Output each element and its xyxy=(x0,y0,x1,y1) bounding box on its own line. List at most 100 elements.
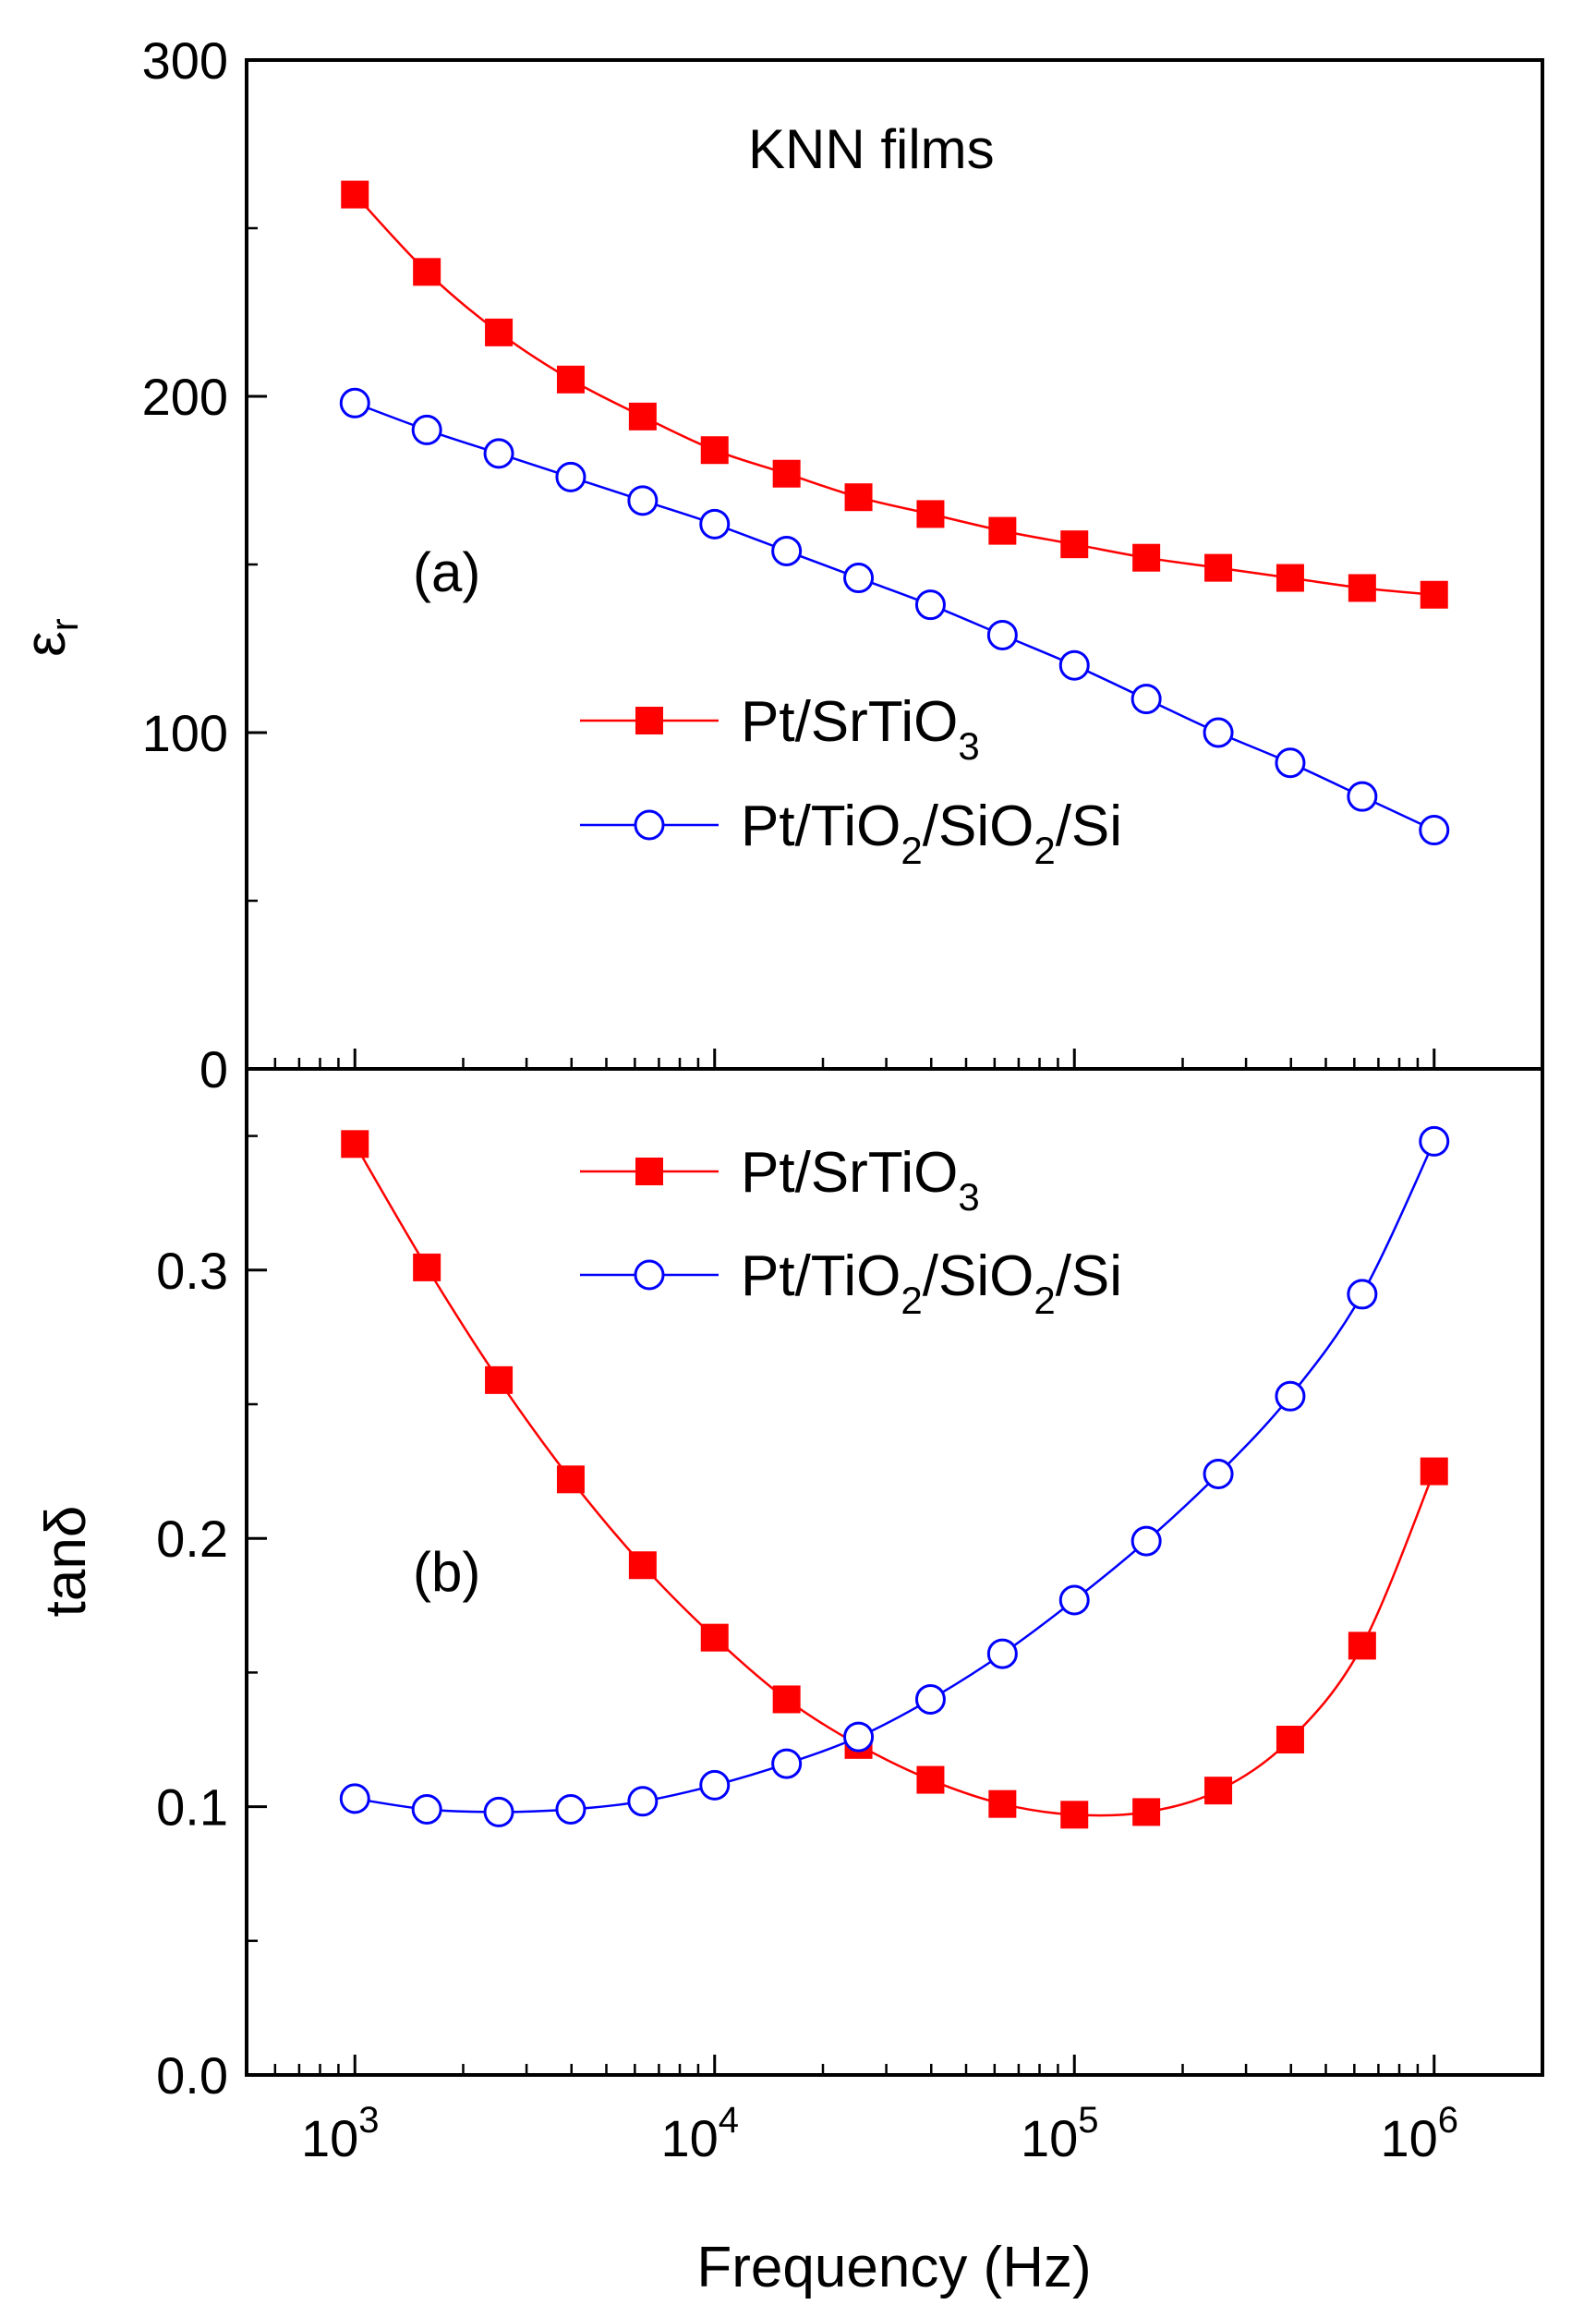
x-tick-label: 104 xyxy=(660,2100,739,2167)
legend-b-label-2-p0: Pt/TiO xyxy=(741,1244,901,1308)
data-point-circle xyxy=(699,508,731,540)
x-tick-label: 106 xyxy=(1380,2100,1458,2167)
data-point-square xyxy=(341,180,369,209)
legend-b-label-1-sub: 3 xyxy=(958,1175,979,1219)
data-point-circle xyxy=(1130,684,1162,715)
legend-a-label-1-main: Pt/SrTiO xyxy=(741,690,958,754)
panel-a-ylabel-main: ε xyxy=(14,631,78,657)
data-point-circle xyxy=(986,1638,1018,1669)
data-point-square xyxy=(628,1551,657,1580)
data-point-square xyxy=(1420,580,1448,609)
data-point-square xyxy=(700,436,729,465)
x-tick-base: 10 xyxy=(660,2109,718,2167)
data-point-square xyxy=(916,500,945,528)
data-point-circle xyxy=(843,563,875,594)
data-point-square xyxy=(628,402,657,431)
series-line-2 xyxy=(354,402,1435,831)
data-point-circle xyxy=(411,1794,442,1826)
data-point-square xyxy=(556,365,585,394)
legend-b-marker-2 xyxy=(634,1259,665,1291)
data-point-square xyxy=(772,459,801,488)
data-point-square xyxy=(916,1765,945,1794)
data-point-square xyxy=(772,1685,801,1714)
data-point-square xyxy=(1276,564,1304,592)
data-point-circle xyxy=(339,387,370,419)
y-tick-label: 100 xyxy=(142,704,228,762)
legend-b-label-2-p2: /SiO xyxy=(923,1244,1034,1308)
panel-a-ylabel: εr xyxy=(14,618,86,657)
data-point-circle xyxy=(339,1783,370,1814)
data-point-circle xyxy=(411,414,442,445)
data-point-square xyxy=(413,258,441,286)
legend-b-label-2: Pt/TiO2/SiO2/Si xyxy=(741,1244,1122,1322)
data-point-circle xyxy=(1275,747,1306,779)
x-tick-base: 10 xyxy=(1021,2109,1078,2167)
panel-a-annotation: (a) xyxy=(413,541,480,603)
y-tick-label: 0.1 xyxy=(156,1778,228,1837)
data-point-square xyxy=(556,1465,585,1494)
legend-a-label-2-p1: 2 xyxy=(901,829,922,872)
series-line-2 xyxy=(355,1140,1435,1814)
panel-a-title: KNN films xyxy=(748,118,995,180)
data-point-circle xyxy=(483,1796,514,1827)
data-point-circle xyxy=(914,1683,946,1715)
data-point-circle xyxy=(1419,1125,1450,1157)
data-point-square xyxy=(1204,553,1233,582)
legend-b-label-1-main: Pt/SrTiO xyxy=(741,1141,958,1205)
legend-b-label-2-p4: /Si xyxy=(1056,1244,1122,1308)
legend-a-marker-1 xyxy=(635,707,663,734)
y-tick-label: 200 xyxy=(142,368,228,426)
legend-b-label-2-p3: 2 xyxy=(1034,1279,1055,1322)
panel-a-ticks: 0 100 200 300 xyxy=(142,31,1544,1098)
data-point-circle xyxy=(1203,717,1234,748)
y-tick-label: 0.0 xyxy=(156,2046,228,2105)
data-point-square xyxy=(1204,1777,1233,1805)
legend-a-marker-2 xyxy=(634,809,665,841)
data-point-circle xyxy=(986,619,1018,650)
data-point-circle xyxy=(1203,1459,1234,1490)
panel-b-legend: Pt/SrTiO3 Pt/TiO2/SiO2/Si xyxy=(580,1141,1122,1322)
data-point-square xyxy=(341,1130,369,1158)
data-point-circle xyxy=(1058,649,1090,681)
legend-a-label-2-p4: /Si xyxy=(1056,795,1122,858)
panel-b-frame xyxy=(245,1067,1544,2077)
x-tick-exponent: 4 xyxy=(719,2100,739,2141)
data-point-square xyxy=(413,1253,441,1281)
legend-a-label-2: Pt/TiO2/SiO2/Si xyxy=(741,795,1122,872)
data-point-square xyxy=(1348,574,1376,602)
y-tick-label: 0.3 xyxy=(156,1242,228,1300)
legend-a-label-2-p0: Pt/TiO xyxy=(741,795,901,858)
panel-b-ylabel: tanδ xyxy=(34,1506,98,1618)
panel-b-series xyxy=(339,1125,1450,1829)
y-tick-label: 0 xyxy=(200,1040,228,1098)
x-tick-exponent: 6 xyxy=(1438,2100,1458,2141)
data-point-circle xyxy=(627,1786,659,1817)
data-point-square xyxy=(700,1623,729,1652)
data-point-circle xyxy=(914,589,946,621)
panel-a: 0 100 200 300 KNN films (a) εr Pt/SrTiO3 Pt… xyxy=(14,31,1544,1098)
data-point-circle xyxy=(771,1748,803,1779)
data-point-square xyxy=(988,516,1017,545)
data-point-circle xyxy=(1347,1279,1378,1310)
data-point-circle xyxy=(1275,1380,1306,1412)
x-axis-title: Frequency (Hz) xyxy=(696,2236,1091,2299)
data-point-circle xyxy=(1058,1584,1090,1616)
legend-b-marker-1 xyxy=(635,1158,663,1185)
panel-a-series xyxy=(339,180,1450,846)
legend-a-label-1: Pt/SrTiO3 xyxy=(741,690,980,768)
legend-a-label-2-p3: 2 xyxy=(1034,829,1055,872)
panel-a-legend: Pt/SrTiO3 Pt/TiO2/SiO2/Si xyxy=(580,690,1122,872)
data-point-square xyxy=(485,318,514,346)
data-point-square xyxy=(1276,1726,1304,1753)
data-point-circle xyxy=(699,1769,731,1801)
data-point-square xyxy=(844,483,873,512)
data-point-circle xyxy=(1130,1525,1162,1557)
panel-a-ylabel-sub: r xyxy=(42,618,86,631)
data-point-square xyxy=(485,1365,514,1394)
data-point-circle xyxy=(483,438,514,469)
legend-b-label-2-p1: 2 xyxy=(901,1279,922,1322)
data-point-square xyxy=(1132,543,1161,572)
